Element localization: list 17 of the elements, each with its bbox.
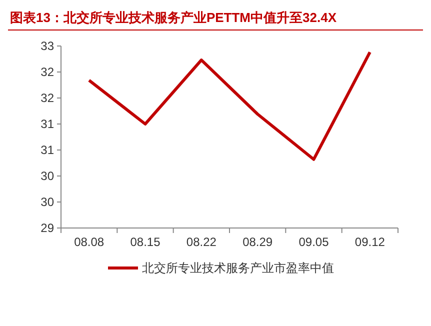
- y-tick-label: 32: [40, 65, 54, 80]
- x-tick-label: 08.08: [74, 235, 104, 249]
- x-tick-label: 08.15: [130, 235, 161, 249]
- y-tick-label: 29: [40, 221, 54, 236]
- legend-label: 北交所专业技术服务产业市盈率中值: [142, 261, 334, 276]
- x-tick-label: 08.29: [242, 235, 273, 249]
- chart-title: 图表13：北交所专业技术服务产业PETTM中值升至32.4X: [10, 10, 337, 25]
- x-tick-label: 08.22: [186, 235, 217, 249]
- y-tick-label: 32: [40, 91, 54, 106]
- y-tick-label: 30: [40, 169, 54, 184]
- y-tick-label: 33: [40, 39, 54, 54]
- line-series: [88, 50, 372, 161]
- y-tick-label: 31: [40, 117, 54, 132]
- x-tick-label: 09.05: [298, 235, 330, 249]
- x-tick-label: 09.12: [354, 235, 386, 249]
- y-tick-label: 31: [40, 143, 54, 158]
- y-tick-label: 30: [40, 195, 54, 210]
